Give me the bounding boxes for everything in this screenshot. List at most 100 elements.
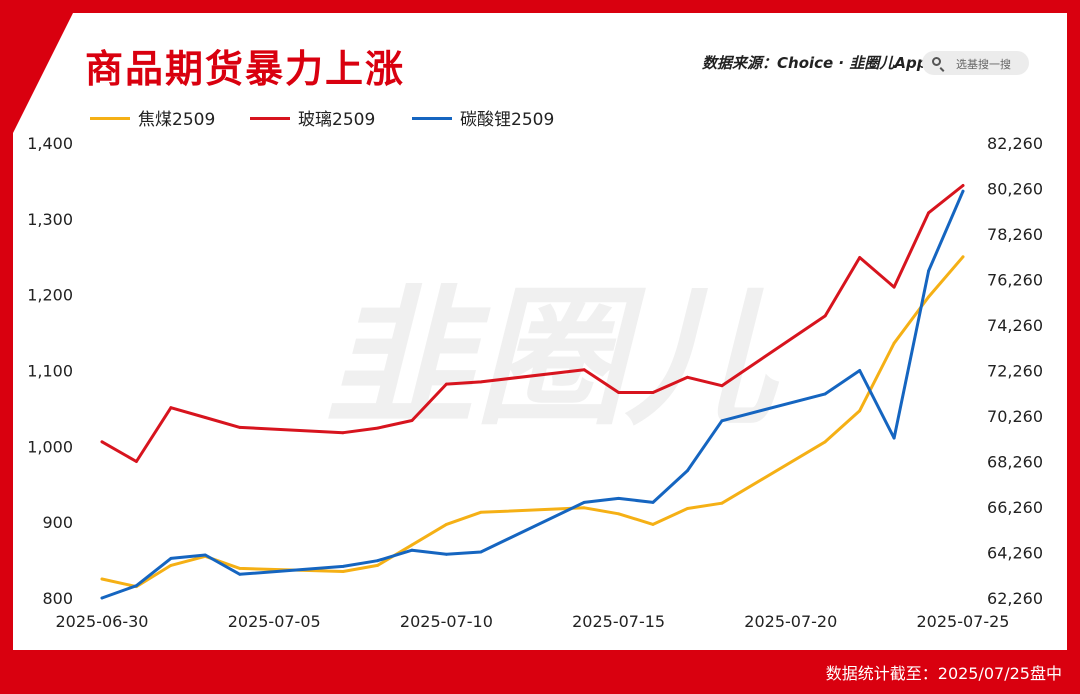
legend-label: 焦煤2509	[138, 110, 216, 130]
legend-item-jiaomei: 焦煤2509	[90, 105, 215, 130]
legend-item-tansuanli: 碳酸锂2509	[412, 105, 554, 130]
right-axis-tick-label: 72,260	[987, 362, 1043, 381]
page-title: 商品期货暴力上涨	[85, 47, 406, 91]
data-point	[135, 460, 138, 463]
right-axis-tick-label: 76,260	[987, 271, 1043, 290]
data-point	[341, 431, 345, 435]
data-point	[823, 440, 827, 444]
data-point	[686, 375, 689, 379]
search-icon	[932, 57, 941, 66]
data-point	[892, 285, 896, 289]
right-axis-tick-label: 66,260	[987, 498, 1043, 517]
watermark: 韭圈儿	[325, 272, 780, 446]
right-axis-tick-label: 80,260	[987, 180, 1043, 199]
data-point	[203, 553, 207, 557]
data-point	[100, 440, 104, 444]
data-point	[823, 314, 827, 318]
data-point	[169, 406, 173, 410]
data-point	[582, 506, 586, 510]
data-point	[617, 497, 620, 500]
x-axis-tick-label: 2025-07-15	[572, 612, 665, 631]
data-point	[927, 269, 930, 273]
data-point	[720, 419, 724, 423]
legend-label: 玻璃2509	[298, 110, 376, 130]
data-point	[100, 596, 104, 600]
data-point	[341, 565, 345, 568]
x-axis-tick-label: 2025-07-25	[917, 612, 1010, 631]
data-point	[445, 382, 448, 386]
data-point	[410, 543, 414, 547]
data-point	[376, 564, 379, 567]
data-point	[479, 510, 483, 514]
data-point	[169, 557, 173, 560]
data-point	[651, 523, 655, 526]
legend-swatch	[250, 116, 290, 120]
data-point	[858, 256, 862, 259]
data-point	[100, 577, 104, 581]
data-point	[410, 419, 414, 422]
data-point	[376, 426, 379, 430]
left-axis-tick-label: 1,100	[27, 362, 73, 381]
data-point	[445, 523, 448, 526]
left-axis-tick-label: 1,000	[27, 437, 73, 456]
data-point	[135, 584, 138, 588]
series-line-2	[100, 189, 965, 600]
corner-decoration	[13, 13, 73, 133]
legend-swatch	[412, 116, 452, 120]
data-point	[479, 550, 483, 554]
data-point	[927, 211, 930, 215]
data-point	[961, 184, 965, 187]
right-axis-tick-label: 82,260	[987, 134, 1043, 153]
data-point	[892, 341, 896, 345]
data-point	[651, 501, 655, 504]
legend-swatch	[90, 116, 130, 120]
data-point	[582, 501, 586, 504]
data-point	[238, 567, 242, 570]
left-axis-tick-label: 1,200	[27, 286, 73, 305]
left-axis-tick-label: 800	[42, 589, 73, 608]
data-point	[858, 369, 862, 372]
x-axis-tick-label: 2025-06-30	[56, 612, 149, 631]
left-axis-tick-label: 1,300	[27, 210, 73, 229]
data-point	[410, 548, 414, 552]
legend-item-boli: 玻璃2509	[250, 105, 375, 130]
data-point	[927, 295, 930, 299]
data-point	[617, 391, 620, 394]
data-point	[376, 559, 379, 563]
right-axis-tick-label: 74,260	[987, 316, 1043, 335]
data-point	[582, 368, 586, 372]
data-point	[169, 564, 173, 567]
left-axis-tick-label: 900	[42, 513, 73, 532]
chart-series	[100, 184, 965, 600]
axis-ticks: 800 900 1,000 1,100 1,200 1,300 1,400 62,260 64,…	[27, 134, 1043, 631]
right-axis-tick-label: 62,260	[987, 589, 1043, 608]
data-point	[686, 507, 689, 510]
data-point	[961, 255, 965, 259]
data-point	[651, 391, 655, 394]
data-point	[479, 380, 483, 384]
data-point	[203, 416, 207, 419]
right-axis-tick-label: 64,260	[987, 544, 1043, 563]
watermark-text: 韭圈儿	[325, 272, 780, 446]
x-axis-tick-label: 2025-07-20	[744, 612, 837, 631]
data-point	[238, 426, 242, 429]
data-point	[892, 436, 896, 440]
data-point	[961, 189, 965, 193]
data-point	[720, 501, 724, 505]
footer-note: 数据统计截至：2025/07/25盘中	[825, 664, 1062, 683]
series-line-1	[100, 184, 965, 463]
data-point	[445, 552, 448, 556]
data-point	[341, 570, 345, 573]
data-point	[686, 469, 689, 472]
legend-label: 碳酸锂2509	[460, 110, 555, 130]
x-axis-tick-label: 2025-07-05	[228, 612, 321, 631]
right-axis-tick-label: 68,260	[987, 453, 1043, 472]
chart-panel	[13, 13, 1067, 650]
left-axis-tick-label: 1,400	[27, 134, 73, 153]
data-point	[823, 392, 827, 396]
search-box[interactable]: 选基搜一搜	[922, 51, 1029, 75]
data-point	[858, 409, 862, 413]
data-point	[617, 512, 620, 516]
